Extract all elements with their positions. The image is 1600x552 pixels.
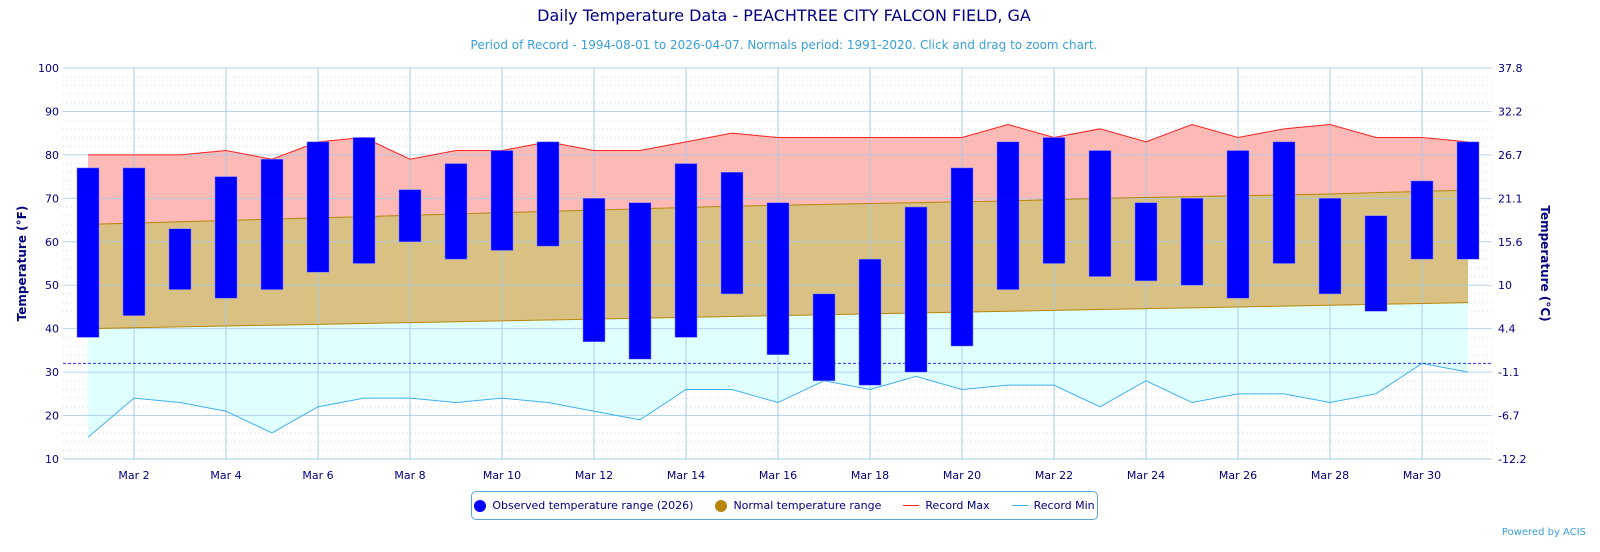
observed-bar[interactable] bbox=[1456, 141, 1480, 260]
observed-bar[interactable] bbox=[444, 163, 468, 260]
observed-bar[interactable] bbox=[1364, 215, 1388, 312]
y-right-tick-label: -12.2 bbox=[1498, 453, 1526, 466]
observed-bar[interactable] bbox=[1042, 137, 1066, 264]
y-tick-label: 60 bbox=[45, 236, 59, 249]
observed-dot-icon bbox=[474, 499, 487, 512]
observed-bar[interactable] bbox=[812, 293, 836, 382]
y-right-tick-label: -1.1 bbox=[1498, 366, 1519, 379]
observed-bar[interactable] bbox=[122, 167, 146, 316]
observed-bar[interactable] bbox=[904, 206, 928, 373]
observed-bar[interactable] bbox=[168, 228, 192, 290]
legend-label: Observed temperature range (2026) bbox=[492, 499, 694, 512]
x-tick-label: Mar 20 bbox=[943, 469, 981, 482]
record-min-line bbox=[87, 362, 1469, 438]
x-tick-label: Mar 30 bbox=[1403, 469, 1441, 482]
y-tick-label: 70 bbox=[45, 192, 59, 205]
observed-bar[interactable] bbox=[214, 176, 238, 299]
observed-bar[interactable] bbox=[260, 158, 284, 290]
x-tick-label: Mar 12 bbox=[575, 469, 613, 482]
observed-bar[interactable] bbox=[1180, 198, 1204, 286]
observed-bar[interactable] bbox=[628, 202, 652, 360]
observed-bar[interactable] bbox=[398, 189, 422, 243]
x-tick-label: Mar 8 bbox=[394, 469, 425, 482]
record-min-line-icon bbox=[1011, 505, 1028, 506]
legend-item-record-max[interactable]: Record Max bbox=[903, 499, 990, 512]
observed-bar[interactable] bbox=[582, 198, 606, 342]
observed-bar[interactable] bbox=[536, 141, 560, 247]
y-right-tick-label: 15.6 bbox=[1498, 236, 1523, 249]
y-tick-label: 90 bbox=[45, 105, 59, 118]
x-tick-label: Mar 14 bbox=[667, 469, 705, 482]
y-right-axis-title: Temperature (°C) bbox=[1538, 205, 1552, 321]
chart-subtitle: Period of Record - 1994-08-01 to 2026-04… bbox=[470, 38, 1098, 52]
observed-bar[interactable] bbox=[858, 258, 882, 386]
observed-bar[interactable] bbox=[1318, 198, 1342, 295]
legend-item-record-min[interactable]: Record Min bbox=[1011, 499, 1095, 512]
normal-dot-icon bbox=[715, 499, 728, 512]
x-tick-label: Mar 2 bbox=[118, 469, 149, 482]
x-tick-label: Mar 28 bbox=[1311, 469, 1349, 482]
observed-bar[interactable] bbox=[766, 202, 790, 355]
y-tick-label: 100 bbox=[38, 62, 59, 75]
y-axis-title: Temperature (°F) bbox=[15, 206, 29, 322]
observed-bar[interactable] bbox=[996, 141, 1020, 290]
x-tick-label: Mar 24 bbox=[1127, 469, 1165, 482]
chart-title: Daily Temperature Data - PEACHTREE CITY … bbox=[537, 6, 1031, 25]
observed-bar[interactable] bbox=[76, 167, 100, 338]
observed-bar[interactable] bbox=[1410, 180, 1434, 260]
y-tick-label: 20 bbox=[45, 410, 59, 423]
x-tick-label: Mar 26 bbox=[1219, 469, 1257, 482]
y-right-tick-label: -6.7 bbox=[1498, 410, 1519, 423]
record-max-line-icon bbox=[903, 505, 920, 506]
y-tick-label: 10 bbox=[45, 453, 59, 466]
y-right-tick-label: 32.2 bbox=[1498, 105, 1523, 118]
observed-bar[interactable] bbox=[1134, 202, 1158, 282]
legend-label: Record Max bbox=[925, 499, 990, 512]
y-tick-label: 50 bbox=[45, 279, 59, 292]
observed-bar[interactable] bbox=[1272, 141, 1296, 264]
y-right-tick-label: 21.1 bbox=[1498, 192, 1523, 205]
x-tick-label: Mar 16 bbox=[759, 469, 797, 482]
legend: Observed temperature range (2026) Normal… bbox=[471, 491, 1098, 520]
observed-bar[interactable] bbox=[352, 137, 376, 264]
observed-bar[interactable] bbox=[720, 172, 744, 295]
observed-bar[interactable] bbox=[1226, 150, 1250, 299]
credits-link[interactable]: Powered by ACIS bbox=[1501, 527, 1586, 538]
y-right-tick-label: 37.8 bbox=[1498, 62, 1523, 75]
observed-bar[interactable] bbox=[1088, 150, 1112, 277]
x-tick-label: Mar 18 bbox=[851, 469, 889, 482]
y-tick-label: 80 bbox=[45, 149, 59, 162]
observed-bar[interactable] bbox=[950, 167, 974, 347]
y-tick-label: 40 bbox=[45, 323, 59, 336]
x-tick-label: Mar 10 bbox=[483, 469, 521, 482]
x-tick-label: Mar 4 bbox=[210, 469, 241, 482]
legend-item-normal[interactable]: Normal temperature range bbox=[715, 499, 881, 512]
x-tick-label: Mar 6 bbox=[302, 469, 333, 482]
observed-bar[interactable] bbox=[674, 163, 698, 338]
legend-label: Record Min bbox=[1033, 499, 1095, 512]
y-right-tick-label: 4.4 bbox=[1498, 323, 1516, 336]
legend-item-observed[interactable]: Observed temperature range (2026) bbox=[474, 499, 693, 512]
observed-bar[interactable] bbox=[306, 141, 330, 273]
y-right-tick-label: 26.7 bbox=[1498, 149, 1523, 162]
observed-bar[interactable] bbox=[490, 150, 514, 251]
y-right-tick-label: 10 bbox=[1498, 279, 1512, 292]
legend-label: Normal temperature range bbox=[733, 499, 882, 512]
x-tick-label: Mar 22 bbox=[1035, 469, 1073, 482]
y-tick-label: 30 bbox=[45, 366, 59, 379]
